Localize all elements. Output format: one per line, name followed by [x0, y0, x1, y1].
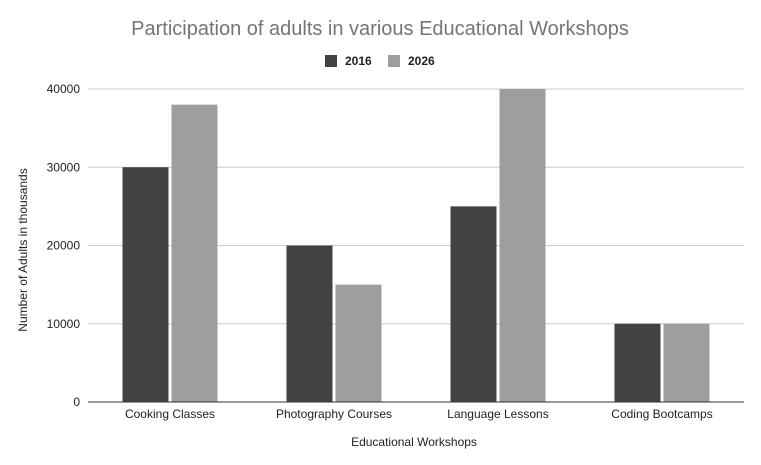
x-axis-ticks: Cooking Classes Photography Courses Langua… — [125, 407, 713, 421]
x-tick-label: Language Lessons — [447, 407, 548, 421]
legend-label-2026: 2026 — [408, 54, 435, 68]
bar-2026-coding-bootcamps[interactable] — [663, 323, 710, 402]
legend: 2016 2026 — [325, 54, 435, 68]
bar-2026-photography-courses[interactable] — [335, 284, 382, 402]
x-axis-title: Educational Workshops — [351, 435, 477, 449]
x-tick-label: Coding Bootcamps — [611, 407, 712, 421]
legend-label-2016: 2016 — [345, 54, 372, 68]
y-tick-label: 40000 — [47, 82, 81, 96]
legend-swatch-2026 — [388, 55, 400, 67]
y-axis-title: Number of Adults in thousands — [16, 168, 30, 331]
y-tick-label: 30000 — [47, 160, 81, 174]
bar-2016-cooking-classes[interactable] — [122, 167, 169, 402]
y-tick-label: 0 — [73, 395, 80, 409]
bar-2016-coding-bootcamps[interactable] — [614, 323, 661, 402]
bars — [122, 89, 710, 403]
x-tick-label: Cooking Classes — [125, 407, 215, 421]
chart-title: Participation of adults in various Educa… — [131, 18, 629, 40]
y-tick-label: 10000 — [47, 317, 81, 331]
bar-2016-photography-courses[interactable] — [286, 245, 333, 403]
x-tick-label: Photography Courses — [276, 407, 392, 421]
legend-swatch-2016 — [325, 55, 337, 67]
bar-2016-language-lessons[interactable] — [450, 206, 497, 402]
y-axis-ticks: 0 10000 20000 30000 40000 — [47, 82, 81, 409]
bar-2026-cooking-classes[interactable] — [171, 104, 218, 403]
bar-2026-language-lessons[interactable] — [499, 89, 546, 402]
y-tick-label: 20000 — [47, 239, 81, 253]
